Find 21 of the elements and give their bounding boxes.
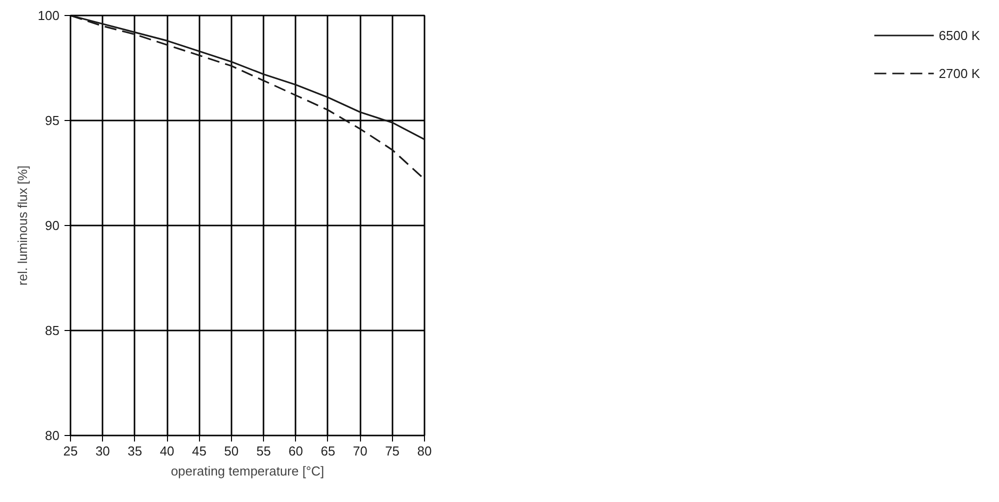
x-tick-label: 55 <box>256 444 271 458</box>
x-tick-label: 30 <box>95 444 110 458</box>
x-tick-label: 25 <box>63 444 78 458</box>
x-tick-label: 80 <box>417 444 432 458</box>
x-tick-label: 35 <box>128 444 142 458</box>
y-axis-title: rel. luminous flux [%] <box>14 166 30 286</box>
x-tick-label: 65 <box>320 444 336 458</box>
x-tick-label: 45 <box>192 444 206 458</box>
legend-label: 6500 K <box>938 28 980 42</box>
y-tick-label: 100 <box>38 8 60 23</box>
x-tick-label: 70 <box>352 444 368 458</box>
y-tick-label: 95 <box>45 113 60 128</box>
x-tick-label: 75 <box>385 444 400 458</box>
legend-label: 2700 K <box>938 66 980 80</box>
y-tick-label: 85 <box>45 323 60 338</box>
x-tick-label: 60 <box>288 444 304 458</box>
x-axis-title: operating temperature [°C] <box>170 464 324 478</box>
y-tick-label: 90 <box>45 218 60 233</box>
x-tick-label: 40 <box>160 444 174 458</box>
y-tick-label: 80 <box>45 428 60 443</box>
x-tick-label: 50 <box>224 444 239 458</box>
